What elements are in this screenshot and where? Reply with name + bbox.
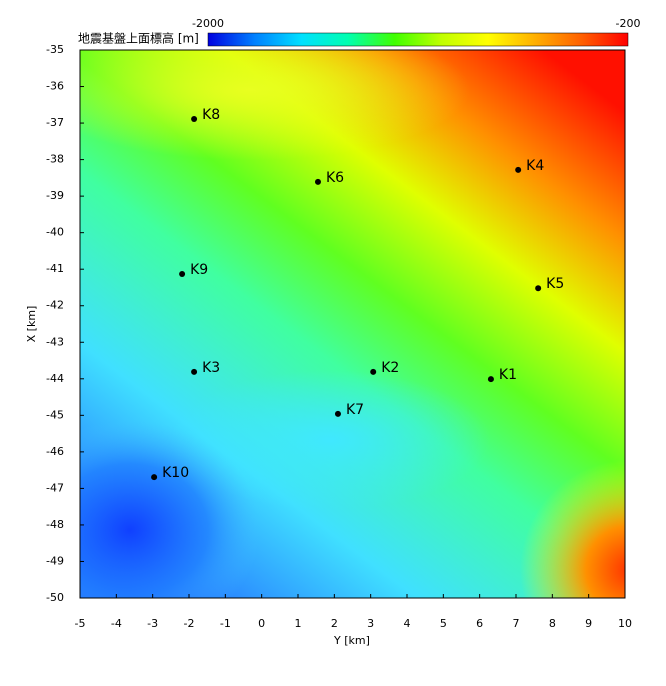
x-tick-label: 0 (258, 617, 265, 630)
y-tick-label: -50 (46, 591, 64, 604)
x-tick-label: 8 (549, 617, 556, 630)
y-tick-label: -42 (46, 299, 64, 312)
point (314, 178, 321, 185)
point-label: K8 (202, 107, 220, 123)
x-tick-label: -2 (184, 617, 195, 630)
point (535, 285, 542, 292)
x-tick-label: 6 (476, 617, 483, 630)
point-label: K7 (346, 402, 364, 418)
point-label: K10 (162, 465, 189, 481)
y-tick-label: -41 (46, 262, 64, 275)
x-tick-label: -1 (220, 617, 231, 630)
y-tick-label: -36 (46, 80, 64, 93)
y-tick-label: -49 (46, 554, 64, 567)
y-tick-label: -44 (46, 372, 64, 385)
y-axis-label: X [km] (25, 306, 38, 343)
y-tick-label: -46 (46, 445, 64, 458)
point (370, 368, 377, 375)
y-tick-label: -37 (46, 116, 64, 129)
y-tick-label: -39 (46, 189, 64, 202)
colorbar-tick-label: -2000 (192, 17, 224, 30)
x-tick-label: 3 (367, 617, 374, 630)
point (191, 368, 198, 375)
x-tick-label: -3 (147, 617, 158, 630)
y-tick-label: -35 (46, 43, 64, 56)
point (515, 166, 522, 173)
y-tick-label: -45 (46, 408, 64, 421)
point (191, 116, 198, 123)
point-label: K6 (326, 170, 344, 186)
point (179, 270, 186, 277)
x-tick-label: 1 (295, 617, 302, 630)
x-axis-label: Y [km] (333, 634, 370, 647)
x-tick-label: 7 (513, 617, 520, 630)
x-tick-label: 4 (404, 617, 411, 630)
point-label: K4 (526, 158, 544, 174)
plot-frame (79, 49, 626, 599)
point-label: K9 (190, 262, 208, 278)
point (151, 474, 158, 481)
point-label: K1 (499, 367, 517, 383)
y-tick-label: -43 (46, 335, 64, 348)
x-tick-label: 9 (585, 617, 592, 630)
point-label: K2 (381, 360, 399, 376)
y-tick-label: -38 (46, 153, 64, 166)
x-tick-label: 2 (331, 617, 338, 630)
x-tick-label: -5 (75, 617, 86, 630)
point-label: K5 (546, 276, 564, 292)
x-tick-label: 10 (618, 617, 632, 630)
x-tick-label: 5 (440, 617, 447, 630)
colorbar (207, 32, 629, 47)
colorbar-title: 地震基盤上面標高 [m] (78, 31, 199, 46)
colorbar-tick-label: -200 (616, 17, 641, 30)
point-label: K3 (202, 360, 220, 376)
contour-field (80, 50, 625, 598)
y-tick-label: -40 (46, 226, 64, 239)
y-tick-label: -47 (46, 481, 64, 494)
point (334, 410, 341, 417)
x-tick-label: -4 (111, 617, 122, 630)
y-tick-label: -48 (46, 518, 64, 531)
point (487, 376, 494, 383)
